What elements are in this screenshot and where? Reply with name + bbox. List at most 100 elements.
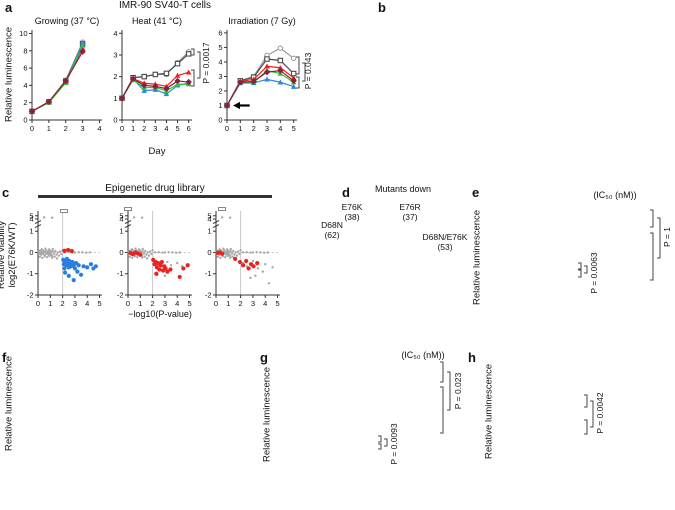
svg-text:0: 0 — [23, 116, 27, 125]
svg-text:Heat (41 °C): Heat (41 °C) — [132, 16, 182, 26]
svg-text:2: 2 — [64, 124, 68, 133]
svg-text:5: 5 — [207, 211, 211, 220]
chart-nocodazole — [490, 364, 598, 492]
svg-text:0: 0 — [36, 299, 40, 308]
svg-text:5: 5 — [29, 211, 33, 220]
svg-text:6: 6 — [218, 28, 222, 37]
series-line — [31, 47, 84, 112]
svg-text:3: 3 — [81, 124, 85, 133]
svg-text:2: 2 — [239, 299, 243, 308]
svg-text:3: 3 — [251, 299, 255, 308]
svg-text:10: 10 — [19, 29, 27, 38]
chart-sns314 — [480, 197, 590, 329]
arrow-icon — [233, 101, 240, 110]
svg-text:4: 4 — [23, 81, 27, 90]
series-line — [31, 42, 84, 112]
svg-text:1: 1 — [119, 227, 123, 236]
svg-text:-1: -1 — [205, 269, 212, 278]
svg-text:-2: -2 — [27, 291, 34, 300]
ic50-header-g: (IC₅₀ (nM)) — [401, 350, 445, 360]
svg-text:1: 1 — [138, 299, 142, 308]
series-line — [31, 43, 84, 112]
legend-scatter-all — [60, 209, 68, 213]
panel-d-label: d — [342, 185, 350, 200]
svg-text:2: 2 — [23, 98, 27, 107]
panel-h: h Relative luminescence P = 0.0042 — [465, 350, 675, 510]
svg-text:6: 6 — [187, 124, 191, 133]
svg-text:1: 1 — [113, 94, 117, 103]
series-line — [31, 41, 84, 112]
svg-text:6: 6 — [23, 64, 27, 73]
svg-text:5: 5 — [187, 299, 191, 308]
panel-a-x-axis-label: Day — [148, 146, 166, 157]
svg-text:0: 0 — [214, 299, 218, 308]
venn-set-label-d68n-e76k: D68N/E76K (53) — [422, 231, 468, 252]
svg-text:2: 2 — [113, 72, 117, 81]
panel-e: e (IC₅₀ (nM)) Relative luminescence P = … — [470, 185, 675, 350]
svg-text:-1: -1 — [27, 269, 34, 278]
panel-a: a IMR-90 SV40-T cells Growing (37 °C) 0 2 4… — [0, 0, 375, 180]
svg-text:0: 0 — [126, 299, 130, 308]
svg-text:0: 0 — [29, 248, 33, 257]
svg-text:0: 0 — [30, 124, 34, 133]
p-value-e-top: P = 1 — [662, 227, 672, 247]
svg-text:−log10(P-value): −log10(P-value) — [128, 309, 192, 319]
svg-text:5: 5 — [119, 211, 123, 220]
svg-text:2: 2 — [252, 124, 256, 133]
p-value-heat: P = 0.0017 — [201, 42, 211, 84]
svg-text:1: 1 — [218, 101, 222, 110]
venn-set-label-e76k: E76K (38) — [341, 201, 363, 222]
venn-set-label-e76r: E76R (37) — [399, 201, 421, 222]
panel-g: g (IC₅₀ (nM)) Relative luminescence P = … — [258, 350, 470, 510]
svg-text:4: 4 — [263, 299, 267, 308]
panel-c-label: c — [2, 185, 10, 200]
legend-scatter-bet — [218, 207, 226, 211]
panel-f-y-axis-label: Relative luminescence — [3, 355, 15, 451]
p-value-g-bottom: P = 0.0093 — [389, 423, 399, 465]
svg-text:4: 4 — [218, 57, 222, 66]
svg-text:5: 5 — [97, 299, 101, 308]
series-line — [226, 78, 294, 106]
svg-text:4: 4 — [278, 124, 282, 133]
panel-c-y-axis-label: Relative viability log2(E76K/WT) — [0, 220, 18, 289]
svg-text:4: 4 — [164, 124, 168, 133]
chart-growing: Growing (37 °C) 0 2 4 6 8 10 0 1 2 3 4 — [19, 16, 102, 133]
svg-text:0: 0 — [120, 124, 124, 133]
svg-text:5: 5 — [218, 43, 222, 52]
svg-text:4: 4 — [85, 299, 89, 308]
svg-text:8: 8 — [23, 46, 27, 55]
p-value-h: P = 0.0042 — [595, 392, 605, 434]
panel-b: b — [375, 0, 675, 180]
panel-g-label: g — [260, 350, 268, 365]
svg-text:1: 1 — [47, 124, 51, 133]
svg-text:Growing (37 °C): Growing (37 °C) — [35, 16, 100, 26]
svg-text:2: 2 — [218, 86, 222, 95]
panel-a-title: IMR-90 SV40-T cells — [118, 0, 212, 11]
svg-text:Irradiation (7 Gy): Irradiation (7 Gy) — [228, 16, 296, 26]
series-line — [31, 51, 84, 112]
svg-text:4: 4 — [175, 299, 179, 308]
chart-sirna-bars — [8, 354, 248, 502]
panel-h-label: h — [468, 350, 476, 365]
svg-text:2: 2 — [151, 299, 155, 308]
svg-text:4: 4 — [29, 214, 33, 223]
panel-e-y-axis-label: Relative luminescence — [471, 209, 483, 305]
p-value-e-bottom: P = 0.0063 — [589, 252, 599, 294]
svg-text:5: 5 — [275, 299, 279, 308]
svg-text:3: 3 — [265, 124, 269, 133]
svg-text:5: 5 — [175, 124, 179, 133]
svg-text:1: 1 — [238, 124, 242, 133]
panel-g-y-axis-label: Relative luminescence — [261, 366, 273, 462]
chart-drug-classes — [318, 283, 470, 349]
p-value-g-top: P = 0.023 — [453, 372, 463, 410]
series-line — [31, 45, 84, 112]
svg-text:1: 1 — [48, 299, 52, 308]
chart-cpi203 — [270, 356, 385, 492]
svg-text:4: 4 — [97, 124, 101, 133]
svg-text:0: 0 — [119, 248, 123, 257]
panel-c-title: Epigenetic drug library — [105, 183, 205, 194]
svg-text:2: 2 — [142, 124, 146, 133]
